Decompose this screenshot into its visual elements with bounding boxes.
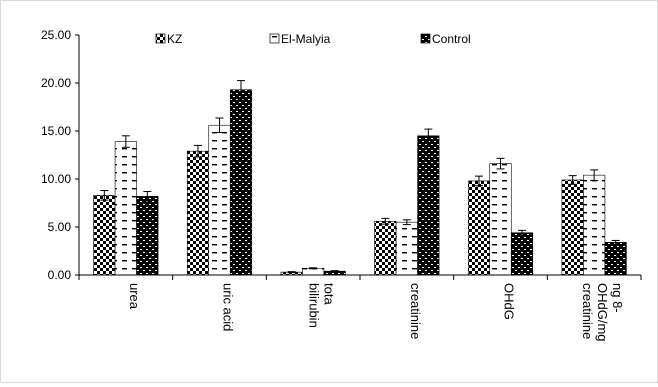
error-bar [215,117,224,133]
x-tick-label: OHdG/mg [595,283,610,342]
y-tick-label: 20.00 [41,76,71,90]
bar [417,135,440,276]
legend-item: Control [420,32,471,46]
x-tick-label: bilirubin [307,283,322,328]
y-tick-label: 5.00 [48,220,72,234]
error-bar [287,271,296,274]
error-bar [611,239,620,245]
y-axis: 0.00 5.00 10.00 15.00 20.00 25.00 [41,28,80,282]
y-tick-label: 0.00 [48,268,72,282]
y-tick-label: 25.00 [41,28,71,42]
bars [93,80,627,276]
legend-label: Control [432,32,471,46]
y-tick-label: 15.00 [41,124,71,138]
x-tick-label: creatinine [408,283,423,339]
legend-label: KZ [167,32,182,46]
bar [374,220,397,276]
error-bar [100,190,109,201]
legend-swatch [420,33,431,44]
legend-item: El-Malyia [269,32,331,46]
bar [583,174,606,276]
error-bar [402,219,411,226]
error-bar [424,128,433,144]
legend: KZ El-Malyia Control [155,32,471,46]
x-tick-label: ng 8- [610,283,625,313]
bar [136,195,159,276]
bar [302,267,325,276]
x-tick-label: uric acid [221,283,236,331]
x-tick-label: OHdG [502,283,517,320]
bar [186,150,210,276]
error-bar [381,217,390,225]
legend-item: KZ [155,32,182,46]
error-bar [475,175,483,187]
error-bar [568,175,577,185]
error-bar [330,270,339,273]
error-bar [309,267,318,270]
x-tick-label: urea [127,283,142,310]
error-bar [496,157,505,170]
bar [467,180,491,276]
bar [604,242,627,276]
error-bar [143,190,152,202]
legend-swatch [269,33,280,44]
bar [395,221,418,276]
legend-swatch [155,33,166,44]
bar [489,163,512,276]
bar [510,232,534,276]
error-bar [121,135,130,148]
error-bar [590,169,599,181]
y-tick-label: 10.00 [41,172,71,186]
legend-label: El-Malyia [281,32,331,46]
bar [93,195,116,276]
x-tick-label: tota [322,283,337,305]
bar [229,89,253,276]
x-tick-label: creatinine [580,283,595,339]
bar [208,124,231,276]
error-bar [518,229,526,236]
bar [114,141,137,276]
error-bar [194,144,202,158]
bar [561,179,584,276]
error-bar [237,80,245,100]
